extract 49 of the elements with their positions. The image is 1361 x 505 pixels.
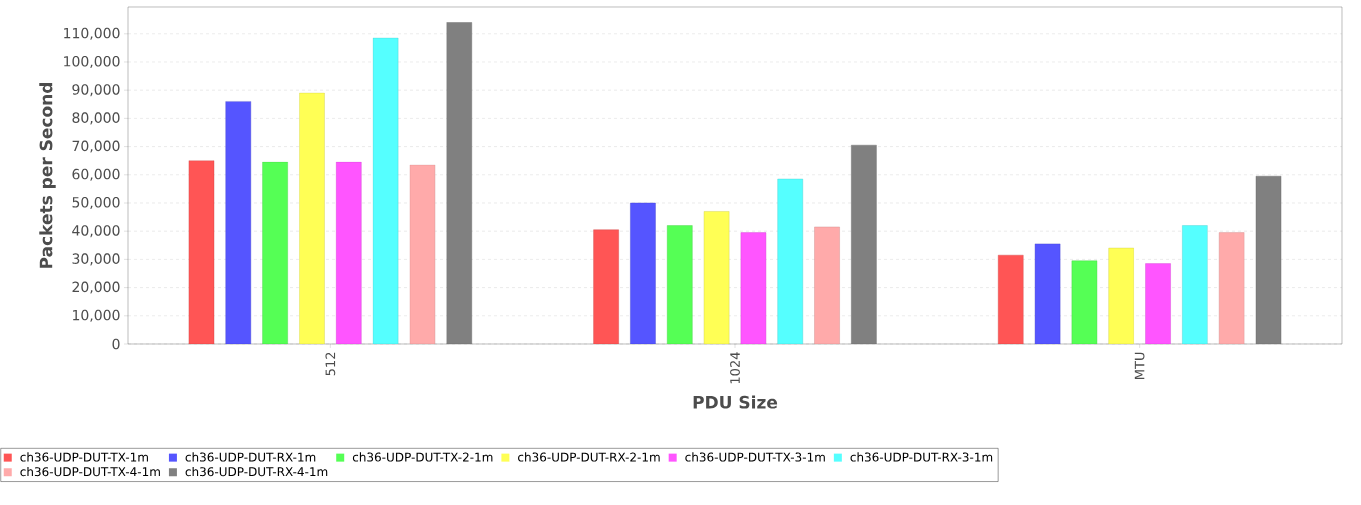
y-tick-label: 90,000	[72, 84, 120, 97]
bar	[409, 164, 436, 344]
y-tick-label: 60,000	[72, 168, 120, 181]
bar	[299, 92, 325, 344]
legend-label: ch36-UDP-DUT-RX-3-1m	[850, 452, 993, 462]
bar	[851, 144, 877, 344]
y-tick-label: 50,000	[72, 196, 120, 209]
y-tick-label: 0	[112, 338, 120, 350]
bar	[1218, 232, 1245, 344]
legend-label: ch36-UDP-DUT-TX-3-1m	[685, 452, 825, 462]
bar	[630, 202, 656, 344]
legend-label: ch36-UDP-DUT-RX-1m	[185, 452, 316, 462]
bar	[1182, 225, 1208, 344]
legend-label: ch36-UDP-DUT-TX-1m	[20, 452, 148, 462]
bar	[1034, 243, 1061, 344]
y-tick-label: 30,000	[72, 253, 120, 266]
bar	[372, 37, 399, 344]
bar	[998, 254, 1024, 344]
y-tick-label: 70,000	[72, 140, 120, 153]
y-axis-title: Packets per Second	[39, 82, 56, 268]
y-tick-label: 110,000	[64, 27, 120, 40]
bar	[1071, 260, 1098, 344]
y-tick-label: 40,000	[72, 225, 120, 238]
x-axis-title: PDU Size	[693, 395, 778, 409]
bar	[1108, 247, 1134, 344]
bar	[188, 160, 215, 344]
bar	[336, 161, 362, 344]
y-tick-label: 10,000	[73, 309, 120, 322]
legend-label: ch36-UDP-DUT-RX-4-1m	[185, 466, 328, 477]
bar	[225, 101, 252, 344]
bar	[814, 226, 840, 344]
bar	[777, 178, 803, 344]
bar	[667, 225, 693, 344]
x-tick-label: 1024	[730, 352, 740, 384]
bar	[593, 229, 619, 344]
legend-label: ch36-UDP-DUT-TX-4-1m	[20, 466, 160, 477]
bar	[446, 22, 472, 344]
bar	[1145, 263, 1171, 344]
x-tick-label: 512	[325, 352, 336, 376]
bar	[703, 211, 730, 344]
x-tick-label: MTU	[1134, 352, 1145, 379]
y-tick-label: 80,000	[72, 112, 120, 125]
legend-label: ch36-UDP-DUT-TX-2-1m	[352, 452, 493, 462]
y-tick-label: 100,000	[64, 55, 120, 68]
bar	[262, 161, 288, 344]
y-tick-label: 20,000	[72, 281, 120, 294]
legend-label: ch36-UDP-DUT-RX-2-1m	[518, 452, 660, 462]
bar	[1255, 176, 1282, 344]
bar	[740, 232, 767, 344]
